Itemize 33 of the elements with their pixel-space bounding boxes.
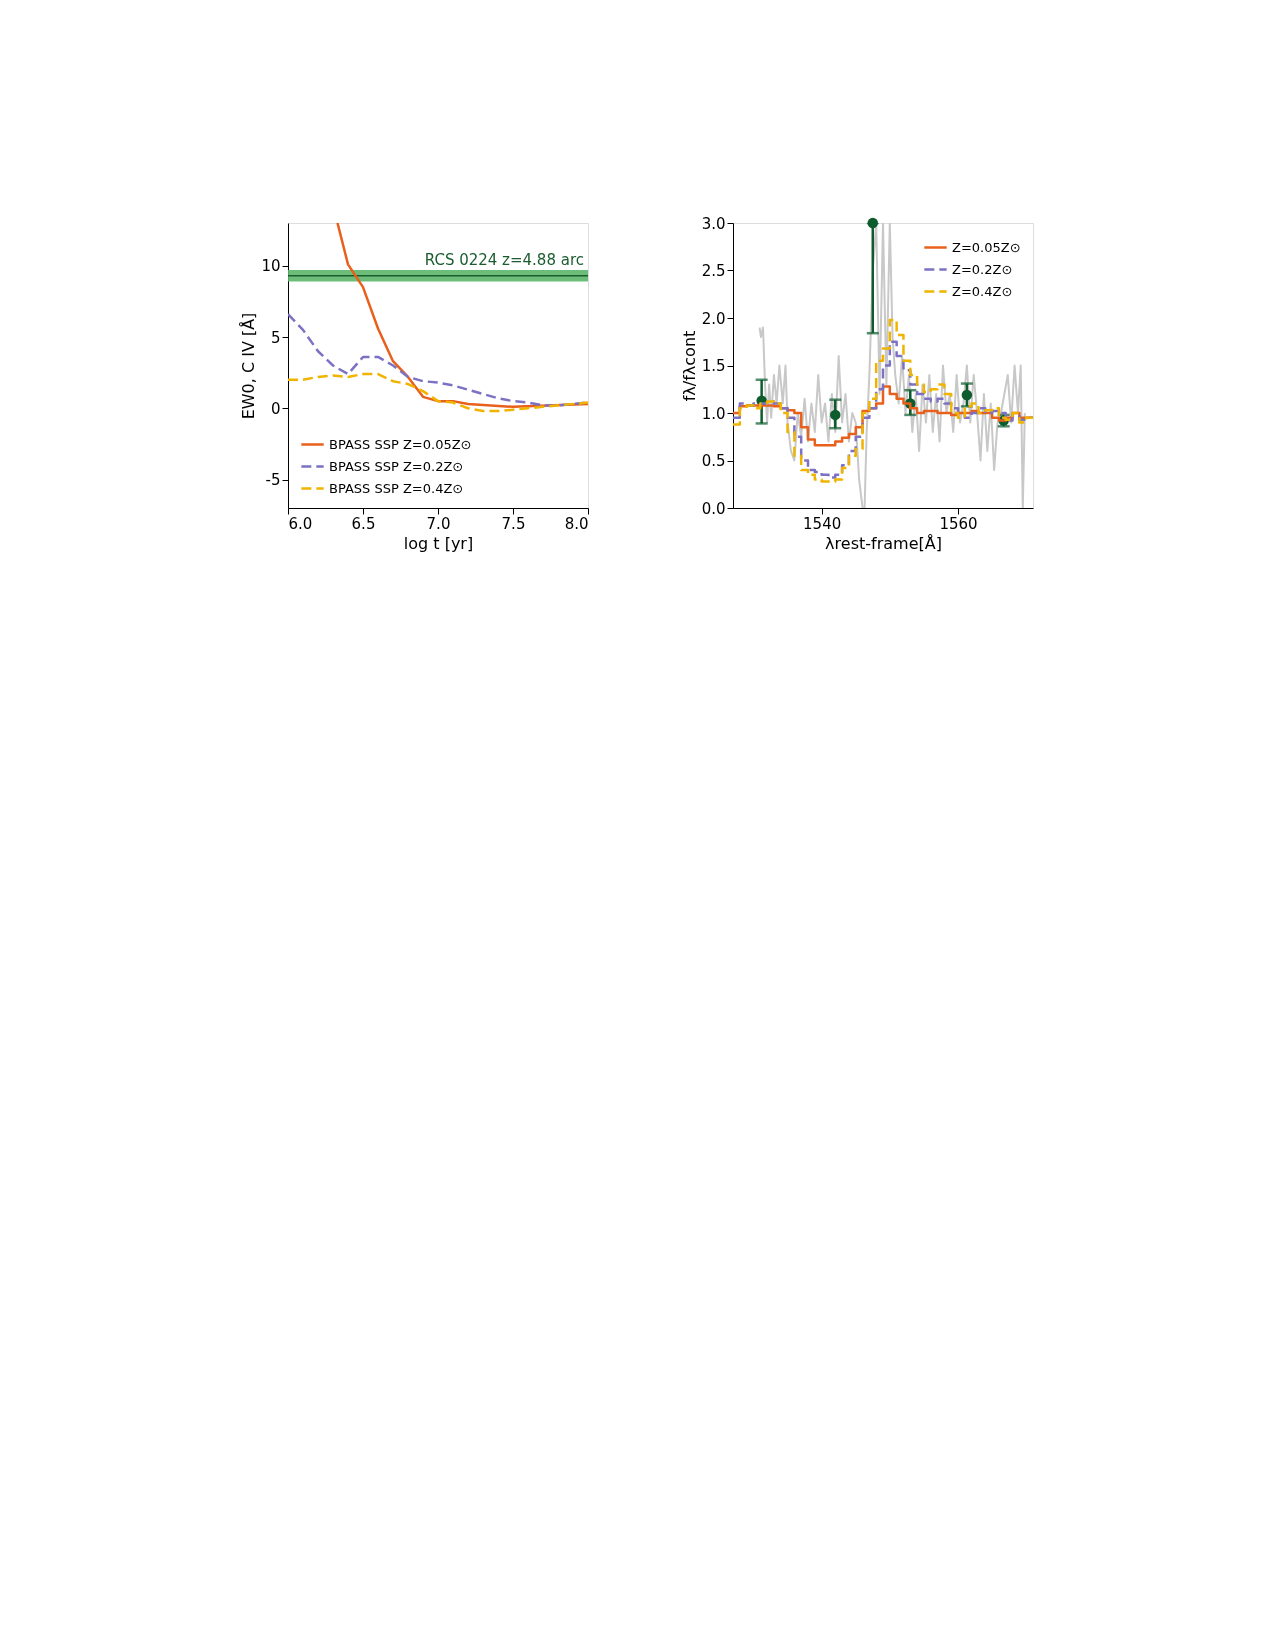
y-axis-title: EW0, C IV [Å] (239, 312, 259, 420)
y-tick-label: 2.5 (701, 262, 726, 280)
y-axis-title: fλ/fλcont (679, 330, 699, 402)
y-tick-label: 2.0 (701, 309, 726, 328)
y-tick-label: 0 (270, 399, 281, 418)
line-series (288, 372, 588, 413)
point (830, 409, 841, 421)
band-label: RCS 0224 z=4.88 arc (424, 251, 584, 270)
y-tick-label: 5 (270, 328, 281, 347)
x-tick-label: 6.0 (288, 514, 313, 533)
y-tick-label: 3.0 (701, 214, 726, 233)
y-tick-label: 1.5 (701, 357, 726, 375)
y-tick-label: -5 (265, 471, 281, 489)
legend-label: Z=0.4Z⊙ (952, 283, 1013, 299)
legend-label: Z=0.2Z⊙ (952, 261, 1013, 277)
x-tick-label: 7.5 (501, 514, 526, 533)
legend-label: BPASS SSP Z=0.4Z⊙ (329, 480, 464, 496)
point (867, 217, 879, 229)
x-axis-title: log t [yr] (403, 533, 474, 553)
x-axis-title: λrest-frame[Å] (825, 533, 942, 553)
y-tick-label: 0.5 (701, 452, 726, 470)
x-tick-label: 1540 (803, 514, 842, 533)
point (961, 389, 973, 401)
legend-label: BPASS SSP Z=0.2Z⊙ (329, 458, 464, 474)
y-tick-label: 10 (261, 257, 281, 276)
x-tick-label: 1560 (939, 514, 978, 533)
legend-label: Z=0.05Z⊙ (952, 239, 1021, 255)
x-tick-label: 8.0 (564, 514, 589, 533)
y-tick-label: 0.0 (701, 499, 726, 518)
legend-label: BPASS SSP Z=0.05Z⊙ (329, 436, 472, 452)
x-tick-label: 6.5 (351, 514, 376, 533)
x-tick-label: 7.0 (426, 514, 451, 533)
y-tick-label: 1.0 (701, 404, 726, 423)
